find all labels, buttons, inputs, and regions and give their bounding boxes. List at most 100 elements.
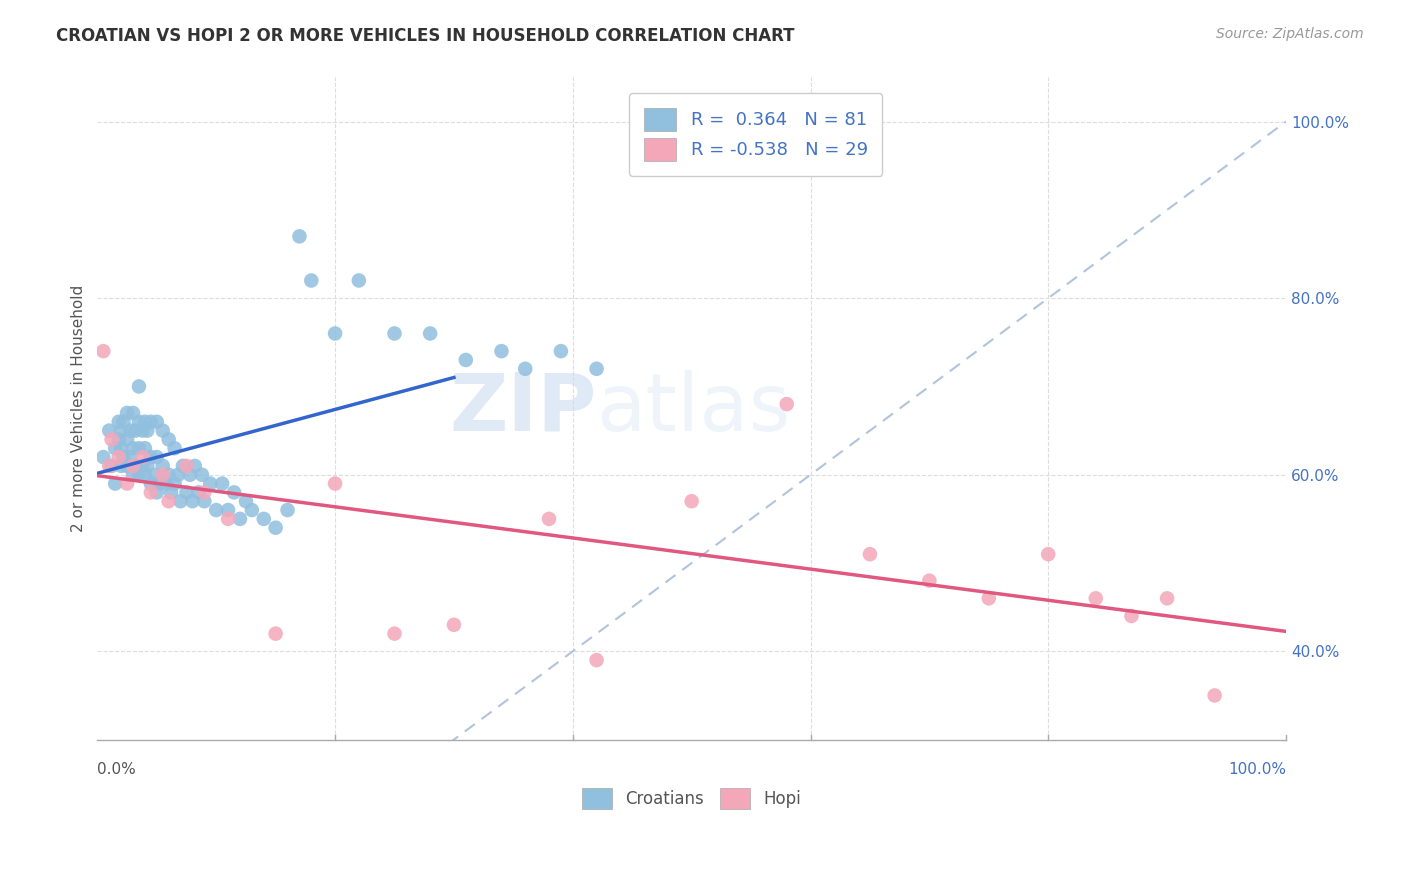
Point	[115, 458, 138, 473]
Point	[112, 450, 135, 464]
Point	[176, 458, 198, 473]
Point	[264, 626, 287, 640]
Point	[122, 458, 145, 473]
Point	[160, 485, 183, 500]
Y-axis label: 2 or more Vehicles in Household: 2 or more Vehicles in Household	[72, 285, 86, 533]
Point	[163, 442, 186, 456]
Point	[217, 503, 239, 517]
Point	[184, 458, 207, 473]
Point	[277, 503, 299, 517]
Legend: Croatians, Hopi: Croatians, Hopi	[568, 774, 815, 822]
Point	[299, 273, 322, 287]
Point	[136, 458, 159, 473]
Point	[110, 442, 132, 456]
Point	[157, 494, 180, 508]
Point	[152, 424, 174, 438]
Point	[240, 503, 263, 517]
Point	[120, 450, 142, 464]
Point	[179, 467, 201, 482]
Point	[91, 450, 114, 464]
Point	[384, 326, 406, 341]
Point	[681, 494, 703, 508]
Point	[217, 512, 239, 526]
Point	[187, 485, 209, 500]
Point	[193, 485, 215, 500]
Point	[323, 326, 346, 341]
Text: 0.0%: 0.0%	[97, 762, 136, 777]
Point	[139, 450, 162, 464]
Point	[91, 344, 114, 359]
Point	[100, 458, 122, 473]
Point	[131, 450, 153, 464]
Point	[120, 424, 142, 438]
Point	[148, 476, 170, 491]
Point	[1156, 591, 1178, 606]
Text: ZIP: ZIP	[450, 369, 596, 448]
Point	[128, 379, 150, 393]
Point	[200, 476, 222, 491]
Text: Source: ZipAtlas.com: Source: ZipAtlas.com	[1216, 27, 1364, 41]
Point	[98, 458, 121, 473]
Point	[115, 406, 138, 420]
Point	[115, 476, 138, 491]
Point	[347, 273, 370, 287]
Point	[136, 424, 159, 438]
Point	[205, 503, 228, 517]
Point	[977, 591, 1000, 606]
Point	[163, 476, 186, 491]
Point	[491, 344, 513, 359]
Point	[146, 415, 169, 429]
Point	[128, 442, 150, 456]
Point	[112, 415, 135, 429]
Point	[176, 485, 198, 500]
Point	[172, 458, 194, 473]
Point	[167, 467, 190, 482]
Point	[124, 424, 146, 438]
Point	[181, 494, 204, 508]
Point	[98, 424, 121, 438]
Point	[143, 467, 166, 482]
Text: atlas: atlas	[596, 369, 792, 448]
Point	[134, 415, 156, 429]
Point	[235, 494, 257, 508]
Point	[122, 467, 145, 482]
Point	[918, 574, 941, 588]
Point	[157, 467, 180, 482]
Point	[104, 476, 127, 491]
Point	[110, 458, 132, 473]
Point	[585, 653, 607, 667]
Point	[124, 458, 146, 473]
Point	[115, 433, 138, 447]
Point	[146, 450, 169, 464]
Point	[550, 344, 572, 359]
Point	[264, 521, 287, 535]
Point	[128, 415, 150, 429]
Point	[131, 458, 153, 473]
Point	[211, 476, 233, 491]
Point	[139, 476, 162, 491]
Point	[107, 415, 129, 429]
Point	[134, 442, 156, 456]
Point	[152, 458, 174, 473]
Point	[859, 547, 882, 561]
Point	[1084, 591, 1107, 606]
Point	[443, 617, 465, 632]
Point	[139, 485, 162, 500]
Point	[1038, 547, 1060, 561]
Point	[222, 485, 245, 500]
Point	[104, 442, 127, 456]
Point	[288, 229, 311, 244]
Point	[139, 415, 162, 429]
Text: CROATIAN VS HOPI 2 OR MORE VEHICLES IN HOUSEHOLD CORRELATION CHART: CROATIAN VS HOPI 2 OR MORE VEHICLES IN H…	[56, 27, 794, 45]
Point	[107, 450, 129, 464]
Point	[157, 433, 180, 447]
Point	[146, 485, 169, 500]
Point	[107, 433, 129, 447]
Point	[1121, 609, 1143, 624]
Point	[191, 467, 214, 482]
Point	[537, 512, 560, 526]
Point	[128, 467, 150, 482]
Point	[155, 476, 177, 491]
Point	[193, 494, 215, 508]
Point	[134, 467, 156, 482]
